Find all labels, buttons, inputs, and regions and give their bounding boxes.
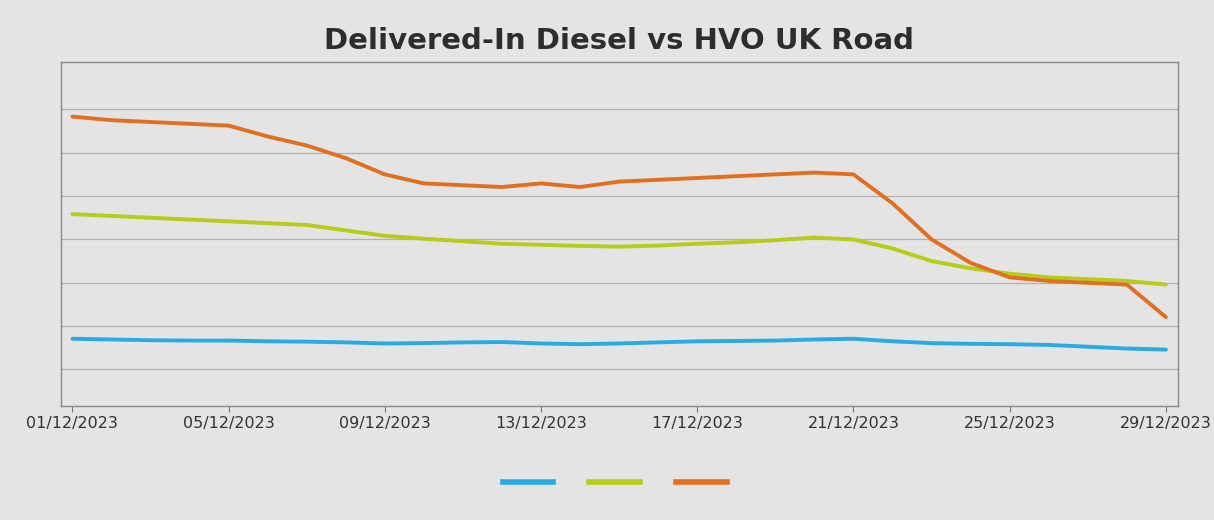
Title: Delivered-In Diesel vs HVO UK Road: Delivered-In Diesel vs HVO UK Road <box>324 27 914 55</box>
Legend: , , : , , <box>503 475 736 492</box>
